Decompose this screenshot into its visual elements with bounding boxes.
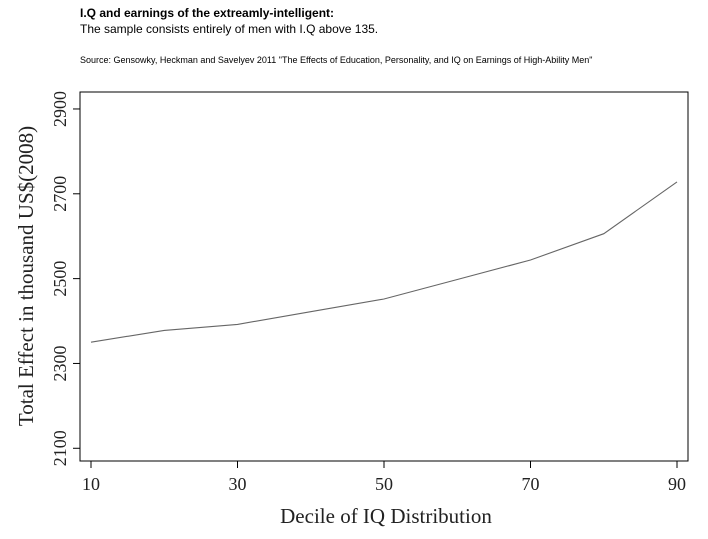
series-layer — [90, 181, 678, 343]
x-tick-label-50: 50 — [375, 474, 393, 494]
y-tick-label-2900: 2900 — [50, 91, 70, 127]
x-axis-label: Decile of IQ Distribution — [280, 504, 492, 528]
y-tick-label-2300: 2300 — [50, 345, 70, 381]
x-axis: 10 30 50 70 90 — [82, 461, 686, 494]
x-tick-label-10: 10 — [82, 474, 100, 494]
plot-frame — [79, 91, 689, 462]
chart-subtitle: The sample consists entirely of men with… — [80, 22, 379, 36]
series-line-0 — [90, 181, 678, 343]
x-tick-label-90: 90 — [668, 474, 686, 494]
y-axis-label: Total Effect in thousand US$(2008) — [14, 126, 38, 426]
y-tick-label-2700: 2700 — [50, 176, 70, 212]
x-tick-label-70: 70 — [522, 474, 540, 494]
chart-title: I.Q and earnings of the extreamly-intell… — [80, 6, 335, 20]
y-axis: 2100 2300 2500 2700 2900 — [50, 91, 80, 466]
x-tick-label-30: 30 — [228, 474, 246, 494]
source-note: Source: Gensowky, Heckman and Savelyev 2… — [80, 55, 593, 65]
y-tick-label-2500: 2500 — [50, 261, 70, 297]
y-tick-label-2100: 2100 — [50, 430, 70, 466]
